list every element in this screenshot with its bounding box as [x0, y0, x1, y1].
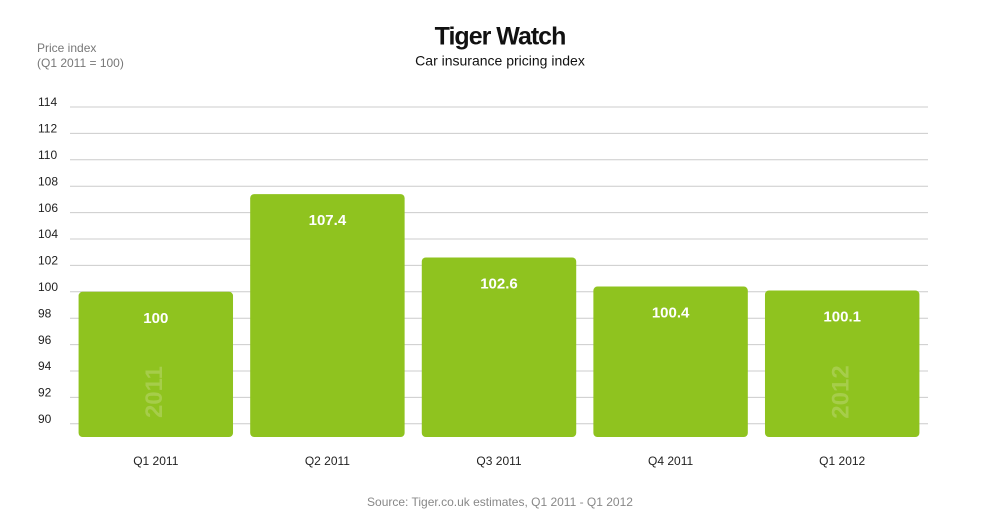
y-tick-label: 98: [38, 306, 52, 320]
x-tick-label: Q2 2011: [305, 454, 350, 468]
source-note: Source: Tiger.co.uk estimates, Q1 2011 -…: [367, 495, 633, 509]
y-tick-label: 102: [38, 254, 58, 268]
y-tick-label: 106: [38, 201, 58, 215]
bar: [593, 286, 748, 437]
value-label: 102.6: [480, 275, 518, 292]
y-tick-label: 114: [38, 95, 57, 109]
x-tick-label: Q4 2011: [648, 454, 693, 468]
y-tick-label: 96: [38, 333, 52, 347]
x-tick-label: Q3 2011: [476, 454, 521, 468]
y-tick-label: 112: [38, 122, 57, 136]
bar-watermark: 2012: [828, 365, 855, 418]
value-label: 107.4: [309, 212, 347, 229]
y-axis-label: (Q1 2011 = 100): [37, 56, 124, 70]
y-axis-label: Price index: [37, 41, 96, 55]
chart-title: Tiger Watch: [435, 23, 566, 51]
bar: [764, 290, 920, 437]
y-tick-label: 94: [38, 359, 52, 373]
bar: [78, 291, 234, 437]
y-tick-label: 104: [38, 227, 58, 241]
value-label: 100.4: [652, 304, 690, 321]
y-tick-label: 92: [38, 386, 52, 400]
y-tick-label: 100: [38, 280, 58, 294]
bar: [250, 194, 405, 437]
chart-subtitle: Car insurance pricing index: [415, 53, 585, 69]
value-label: 100.1: [823, 308, 861, 325]
y-tick-label: 110: [38, 148, 57, 162]
value-label: 100: [143, 310, 168, 327]
x-tick-label: Q1 2012: [819, 454, 865, 468]
y-tick-label: 108: [38, 174, 58, 188]
bar-watermark: 2011: [141, 366, 168, 418]
y-tick-label: 90: [38, 412, 52, 426]
bar: [421, 257, 577, 437]
x-tick-label: Q1 2011: [133, 454, 178, 468]
